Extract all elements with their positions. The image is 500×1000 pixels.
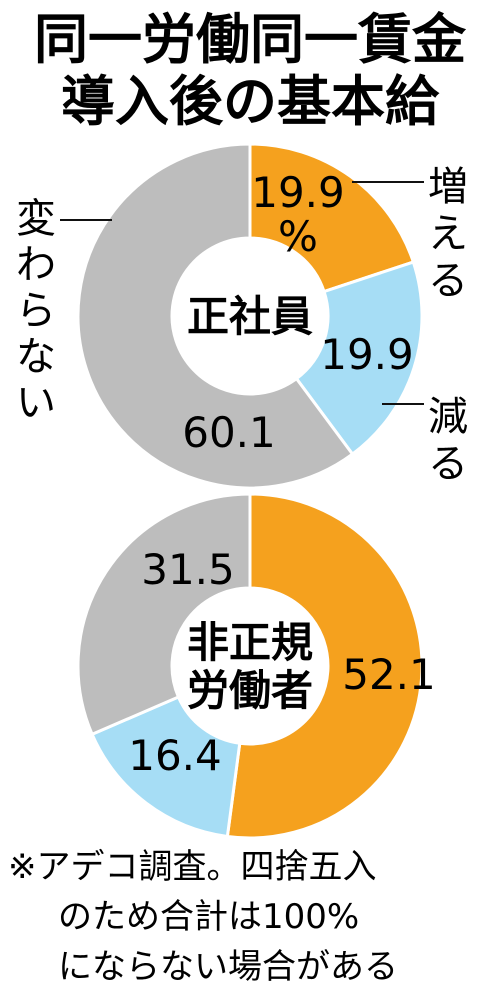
- center-label: 労働者: [187, 666, 313, 715]
- slice-decrease: [294, 260, 424, 457]
- legend-increase: 増える: [428, 164, 468, 304]
- legend-decrease: 減る: [428, 394, 468, 487]
- note-line-2: のため合計は100%: [58, 897, 359, 937]
- title-line-2: 導入後の基本給: [61, 70, 440, 133]
- legend-unchanged: 変わらない: [16, 196, 56, 426]
- value-label-unchanged: 60.1: [182, 408, 276, 457]
- slice-unchanged: [76, 492, 252, 737]
- value-label-decrease: 19.9: [320, 330, 414, 379]
- slice-increase: [225, 492, 424, 840]
- center-label: 正社員: [187, 292, 313, 341]
- value-label-increase: 19.9: [251, 168, 345, 217]
- title-line-1: 同一労働同一賃金: [34, 8, 467, 71]
- note-line-3: にならない場合がある: [58, 947, 398, 987]
- value-label-unchanged: 31.5: [141, 545, 235, 594]
- slice-unchanged: [76, 142, 355, 490]
- note-line-1: ※アデコ調査。四捨五入: [8, 847, 377, 887]
- value-label-decrease: 16.4: [128, 731, 222, 780]
- slice-increase: [248, 142, 416, 294]
- center-label: 非正規: [187, 618, 313, 667]
- value-label-increase: %: [278, 212, 318, 261]
- value-label-increase: 52.1: [342, 650, 436, 699]
- slice-decrease: [90, 695, 242, 839]
